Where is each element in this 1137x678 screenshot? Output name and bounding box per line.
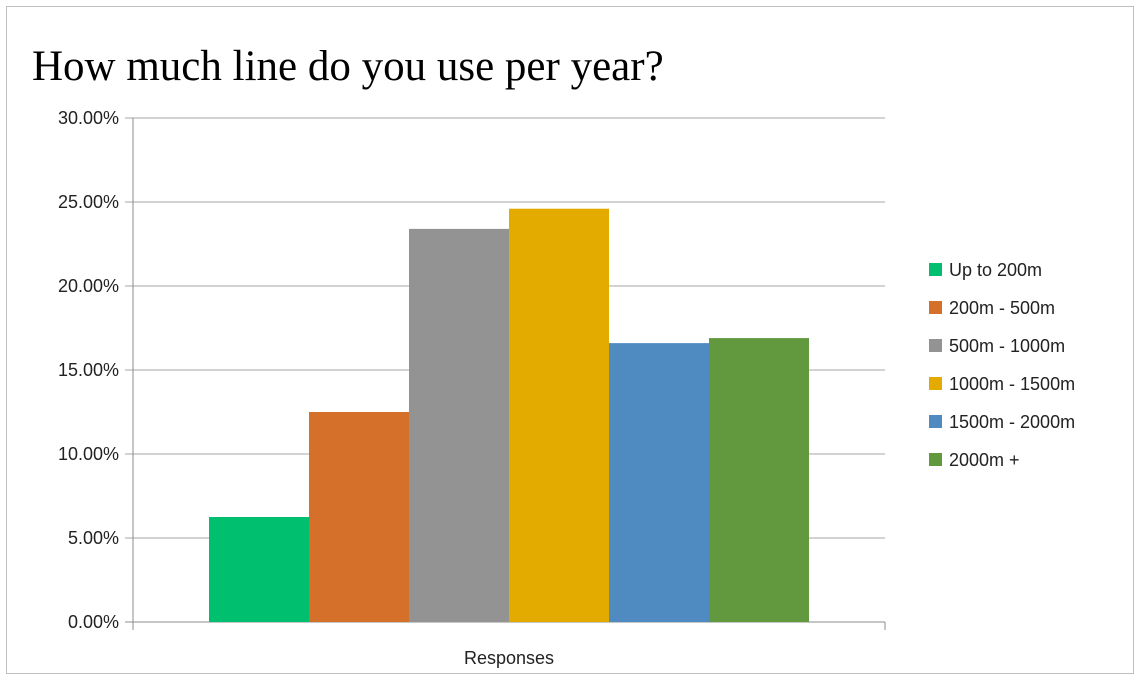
legend-swatch: [929, 339, 942, 352]
legend-label: 500m - 1000m: [949, 336, 1065, 356]
x-axis: Responses: [132, 622, 886, 668]
bar: [309, 412, 409, 622]
bars: [209, 208, 809, 622]
legend: Up to 200m 200m - 500m 500m - 1000m 1000m -…: [929, 260, 1075, 470]
legend-swatch: [929, 301, 942, 314]
y-tick-label: 5.00%: [68, 528, 119, 548]
legend-swatch: [929, 263, 942, 276]
legend-label: 1000m - 1500m: [949, 374, 1075, 394]
bar: [609, 343, 709, 622]
bar: [509, 208, 609, 622]
legend-swatch: [929, 415, 942, 428]
y-tick-label: 20.00%: [58, 276, 119, 296]
y-tick-label: 10.00%: [58, 444, 119, 464]
legend-label: 200m - 500m: [949, 298, 1055, 318]
legend-swatch: [929, 453, 942, 466]
y-tick-label: 25.00%: [58, 192, 119, 212]
legend-swatch: [929, 377, 942, 390]
y-tick-label: 15.00%: [58, 360, 119, 380]
y-axis: 0.00% 5.00% 10.00% 15.00% 20.00% 25.00% 30.00%: [58, 108, 134, 632]
legend-label: 2000m +: [949, 450, 1020, 470]
bar: [209, 517, 309, 622]
y-tick-label: 0.00%: [68, 612, 119, 632]
bar: [409, 228, 509, 622]
bar: [709, 338, 809, 622]
legend-label: 1500m - 2000m: [949, 412, 1075, 432]
x-category-label: Responses: [464, 648, 554, 668]
y-tick-label: 30.00%: [58, 108, 119, 128]
chart-title: How much line do you use per year?: [32, 43, 664, 90]
legend-label: Up to 200m: [949, 260, 1042, 280]
